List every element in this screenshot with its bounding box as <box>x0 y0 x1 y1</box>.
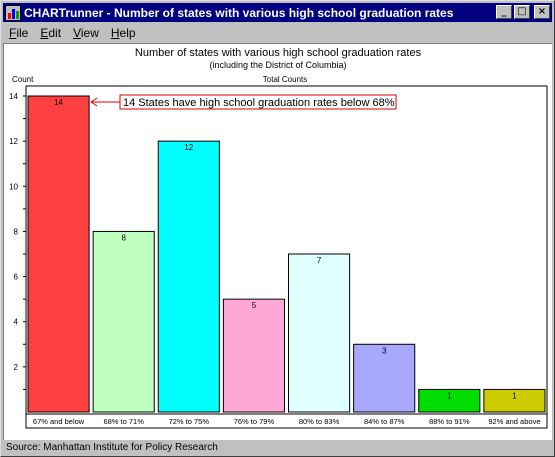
minimize-button[interactable]: _ <box>496 5 512 19</box>
y-tick-label: 4 <box>14 318 19 327</box>
annotation-arrow-head <box>90 97 98 107</box>
chart-title: Number of states with various high schoo… <box>135 47 422 59</box>
chart-panel: Number of states with various high schoo… <box>3 43 552 440</box>
data-label: 8 <box>121 233 126 242</box>
y-tick-label: 14 <box>9 92 18 101</box>
category-axis-box <box>25 413 548 429</box>
menu-edit[interactable]: Edit <box>40 25 62 40</box>
data-label: 12 <box>184 143 193 152</box>
annotation-text: 14 States have high school graduation ra… <box>123 97 395 109</box>
menu-help[interactable]: Help <box>110 25 136 40</box>
bar-6 <box>353 343 416 413</box>
data-label: 1 <box>512 391 517 400</box>
data-label: 5 <box>252 301 257 310</box>
bar-4 <box>222 298 285 413</box>
window-title: CHARTrunner - Number of states with vari… <box>24 5 454 20</box>
menu-view[interactable]: View <box>73 25 99 40</box>
plot-area: 2 4 6 8 10 12 14 14 67% and below 8 68% to 71% 12 72… <box>9 85 548 429</box>
source-note: Source: Manhattan Institute for Policy R… <box>6 442 218 453</box>
series-label: Total Counts <box>263 75 307 84</box>
bar-8 <box>483 388 546 413</box>
title-bar[interactable]: CHARTrunner - Number of states with vari… <box>3 3 552 22</box>
menu-bar: File Edit View Help <box>3 23 552 42</box>
data-label: 3 <box>382 346 387 355</box>
data-label: 1 <box>447 391 452 400</box>
y-tick-label: 12 <box>9 137 18 146</box>
y-tick-label: 6 <box>14 273 19 282</box>
y-axis-label: Count <box>12 75 34 84</box>
category-label: 80% to 83% <box>299 417 340 426</box>
category-label: 67% and below <box>33 417 85 426</box>
menu-file[interactable]: File <box>9 25 29 40</box>
app-icon[interactable] <box>5 4 21 21</box>
y-tick-label: 8 <box>14 227 19 236</box>
bar-chart: Number of states with various high schoo… <box>9 47 548 429</box>
bar-2 <box>92 230 155 413</box>
category-label: 92% and above <box>488 417 540 426</box>
category-label: 88% to 91% <box>429 417 470 426</box>
category-label: 84% to 87% <box>364 417 405 426</box>
category-label: 76% to 79% <box>234 417 275 426</box>
data-label: 7 <box>317 256 322 265</box>
bar-1 <box>27 95 90 413</box>
chart-subtitle: (including the District of Columbia) <box>209 60 346 70</box>
bar-3 <box>157 140 220 413</box>
category-label: 68% to 71% <box>103 417 144 426</box>
data-label: 14 <box>54 98 63 107</box>
y-tick-label: 10 <box>9 182 18 191</box>
category-label: 72% to 75% <box>169 417 210 426</box>
maximize-button[interactable]: □ <box>514 5 530 19</box>
bar-7 <box>418 388 481 413</box>
close-button[interactable]: × <box>534 5 550 19</box>
bar-5 <box>288 253 351 413</box>
y-tick-label: 2 <box>14 363 19 372</box>
